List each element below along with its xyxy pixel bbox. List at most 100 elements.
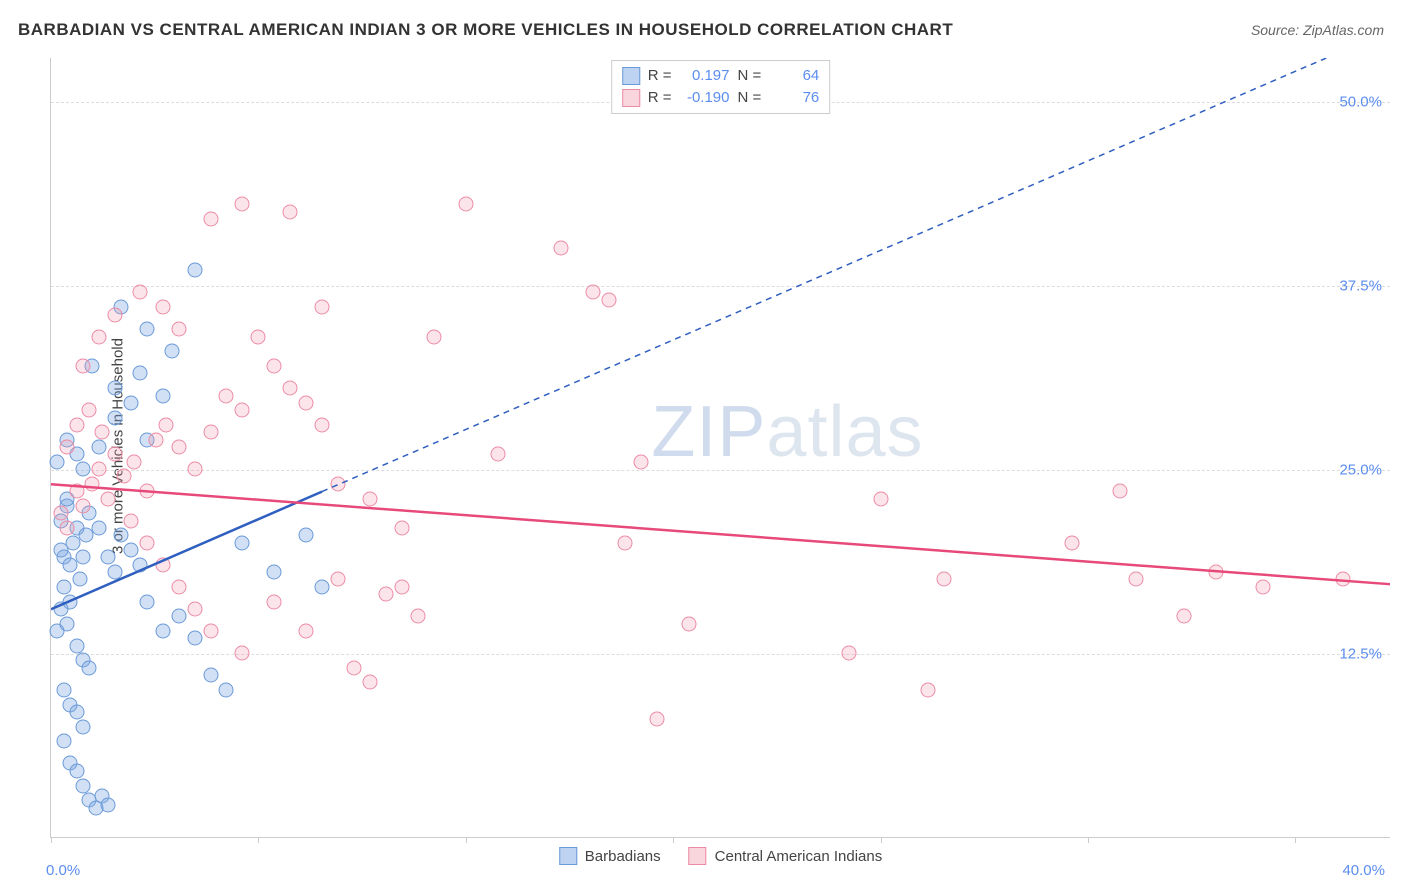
x-tick: [51, 837, 52, 843]
data-point: [155, 300, 170, 315]
data-point: [107, 447, 122, 462]
data-point: [56, 682, 71, 697]
data-point: [650, 712, 665, 727]
data-point: [101, 797, 116, 812]
stats-box: R = 0.197 N = 64 R = -0.190 N = 76: [611, 60, 831, 114]
data-point: [75, 550, 90, 565]
data-point: [634, 454, 649, 469]
data-point: [203, 623, 218, 638]
data-point: [165, 344, 180, 359]
data-point: [149, 432, 164, 447]
gridline: [51, 470, 1390, 471]
data-point: [133, 366, 148, 381]
data-point: [56, 734, 71, 749]
data-point: [158, 417, 173, 432]
data-point: [267, 359, 282, 374]
data-point: [363, 491, 378, 506]
data-point: [139, 322, 154, 337]
data-point: [554, 241, 569, 256]
data-point: [315, 417, 330, 432]
data-point: [69, 763, 84, 778]
data-point: [171, 579, 186, 594]
data-point: [59, 616, 74, 631]
chart-title: BARBADIAN VS CENTRAL AMERICAN INDIAN 3 O…: [18, 20, 953, 40]
data-point: [53, 506, 68, 521]
stats-row-cai: R = -0.190 N = 76: [622, 87, 820, 109]
data-point: [187, 263, 202, 278]
x-tick: [1295, 837, 1296, 843]
plot-area: ZIPatlas 12.5%25.0%37.5%50.0% 0.0% 40.0%…: [50, 58, 1390, 838]
data-point: [219, 388, 234, 403]
data-point: [91, 520, 106, 535]
data-point: [235, 646, 250, 661]
data-point: [1256, 579, 1271, 594]
data-point: [1176, 609, 1191, 624]
data-point: [315, 300, 330, 315]
data-point: [394, 579, 409, 594]
data-point: [107, 381, 122, 396]
legend-swatch-pink-icon: [689, 847, 707, 865]
data-point: [458, 197, 473, 212]
data-point: [155, 388, 170, 403]
y-tick-label: 25.0%: [1339, 462, 1382, 479]
data-point: [56, 579, 71, 594]
legend-item-cai: Central American Indians: [689, 847, 883, 865]
legend-item-barbadians: Barbadians: [559, 847, 661, 865]
data-point: [82, 660, 97, 675]
data-point: [155, 557, 170, 572]
data-point: [203, 211, 218, 226]
data-point: [171, 440, 186, 455]
legend: Barbadians Central American Indians: [559, 847, 882, 865]
data-point: [331, 476, 346, 491]
n-value-barbadians: 64: [769, 65, 819, 87]
data-point: [203, 668, 218, 683]
chart-container: BARBADIAN VS CENTRAL AMERICAN INDIAN 3 O…: [0, 0, 1406, 892]
data-point: [841, 646, 856, 661]
data-point: [72, 572, 87, 587]
data-point: [299, 623, 314, 638]
data-point: [937, 572, 952, 587]
data-point: [126, 454, 141, 469]
data-point: [91, 329, 106, 344]
data-point: [82, 403, 97, 418]
data-point: [75, 778, 90, 793]
data-point: [219, 682, 234, 697]
x-tick: [673, 837, 674, 843]
x-min-label: 0.0%: [46, 862, 80, 879]
data-point: [75, 462, 90, 477]
data-point: [59, 440, 74, 455]
data-point: [69, 484, 84, 499]
data-point: [921, 682, 936, 697]
data-point: [59, 520, 74, 535]
x-max-label: 40.0%: [1342, 862, 1385, 879]
r-value-cai: -0.190: [680, 87, 730, 109]
data-point: [91, 462, 106, 477]
data-point: [267, 594, 282, 609]
watermark: ZIPatlas: [651, 391, 923, 473]
data-point: [69, 638, 84, 653]
x-tick: [881, 837, 882, 843]
swatch-blue-icon: [622, 67, 640, 85]
data-point: [602, 292, 617, 307]
data-point: [171, 609, 186, 624]
data-point: [187, 462, 202, 477]
n-value-cai: 76: [769, 87, 819, 109]
data-point: [123, 543, 138, 558]
data-point: [1208, 565, 1223, 580]
trend-line-solid: [51, 484, 1390, 584]
n-label: N =: [738, 87, 762, 109]
data-point: [155, 623, 170, 638]
data-point: [315, 579, 330, 594]
data-point: [1064, 535, 1079, 550]
data-point: [53, 543, 68, 558]
data-point: [75, 498, 90, 513]
data-point: [139, 594, 154, 609]
data-point: [75, 719, 90, 734]
data-point: [251, 329, 266, 344]
data-point: [107, 307, 122, 322]
data-point: [95, 425, 110, 440]
gridline: [51, 654, 1390, 655]
x-tick: [1088, 837, 1089, 843]
r-label: R =: [648, 87, 672, 109]
data-point: [107, 565, 122, 580]
